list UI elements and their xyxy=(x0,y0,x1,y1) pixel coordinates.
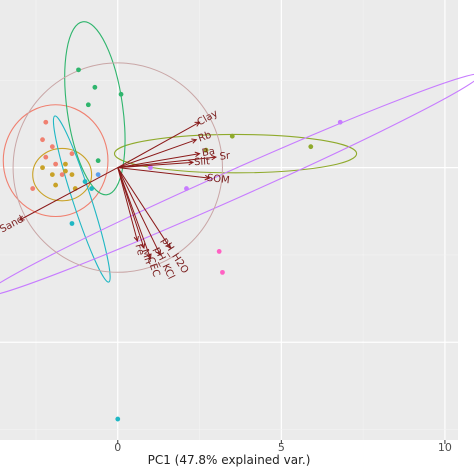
loading-arrow-head xyxy=(18,215,25,221)
group-ellipse xyxy=(113,133,358,174)
data-point xyxy=(49,144,55,150)
group-ellipse xyxy=(52,115,111,283)
data-point xyxy=(82,179,88,184)
data-point xyxy=(43,119,49,125)
group-ellipse xyxy=(64,21,126,196)
data-point xyxy=(53,182,59,188)
loading-arrow-head xyxy=(165,242,171,249)
data-point xyxy=(85,102,91,108)
data-point xyxy=(95,172,101,178)
group-ellipse xyxy=(2,104,109,218)
loading-arrow xyxy=(117,167,151,259)
data-point xyxy=(69,221,75,226)
loading-arrow-head xyxy=(140,242,146,249)
grid-lines xyxy=(0,0,458,440)
data-point xyxy=(220,269,225,275)
loading-arrow-head xyxy=(133,235,139,243)
loading-arrow xyxy=(117,139,197,169)
x-tick-label: 0 xyxy=(114,441,121,454)
x-tick-label: 10 xyxy=(438,441,452,454)
data-point xyxy=(229,133,235,139)
plot-panel xyxy=(0,0,458,440)
loading-arrow xyxy=(117,121,200,169)
loading-arrow-head xyxy=(191,138,198,144)
loading-arrow xyxy=(117,167,161,256)
x-axis-title: PC1 (47.8% explained var.) xyxy=(148,453,311,467)
data-point xyxy=(43,154,49,160)
loading-arrow xyxy=(117,156,216,169)
loading-arrow xyxy=(117,167,138,242)
data-point xyxy=(308,144,314,150)
loading-arrow xyxy=(117,167,210,179)
data-point xyxy=(59,172,65,178)
correlation-circle xyxy=(12,62,223,273)
loading-arrow xyxy=(19,167,119,221)
data-point xyxy=(69,151,75,157)
loading-label: Mn xyxy=(139,248,154,266)
loading-label: SOM xyxy=(206,173,230,187)
data-point xyxy=(92,84,98,90)
data-point xyxy=(76,67,81,73)
group-ellipse xyxy=(32,147,93,202)
loading-label: Silt xyxy=(194,156,211,168)
group-ellipses xyxy=(0,21,474,297)
score-points xyxy=(30,67,343,422)
data-point xyxy=(89,186,94,191)
loading-label: Sr xyxy=(219,151,231,163)
data-point xyxy=(148,165,153,171)
loading-arrow-head xyxy=(194,121,201,127)
data-point xyxy=(40,165,45,171)
data-point xyxy=(30,186,36,191)
data-point xyxy=(115,416,121,422)
loading-arrow-head xyxy=(211,154,218,161)
data-point xyxy=(118,91,124,97)
loading-label: Rb xyxy=(197,130,213,145)
data-point xyxy=(63,161,68,167)
x-axis-ticks: 0 5 10 xyxy=(114,440,452,454)
loading-arrow-head xyxy=(194,151,201,158)
loading-arrow-head xyxy=(204,174,211,181)
data-point xyxy=(53,161,59,167)
x-tick-label: 5 xyxy=(278,441,285,454)
loading-arrow xyxy=(117,167,171,249)
data-point xyxy=(216,249,222,254)
data-point xyxy=(203,147,209,153)
data-point xyxy=(63,168,68,174)
loading-arrow xyxy=(117,161,194,169)
data-point xyxy=(69,172,75,178)
data-point xyxy=(40,137,45,143)
data-point xyxy=(49,172,55,178)
loading-arrow-head xyxy=(156,249,161,256)
loading-arrow-head xyxy=(188,159,195,166)
data-point xyxy=(184,186,189,191)
data-point xyxy=(95,158,101,164)
loading-arrow xyxy=(117,153,200,169)
group-ellipse xyxy=(0,73,474,297)
data-point xyxy=(337,119,343,125)
loading-arrow-head xyxy=(146,253,152,260)
